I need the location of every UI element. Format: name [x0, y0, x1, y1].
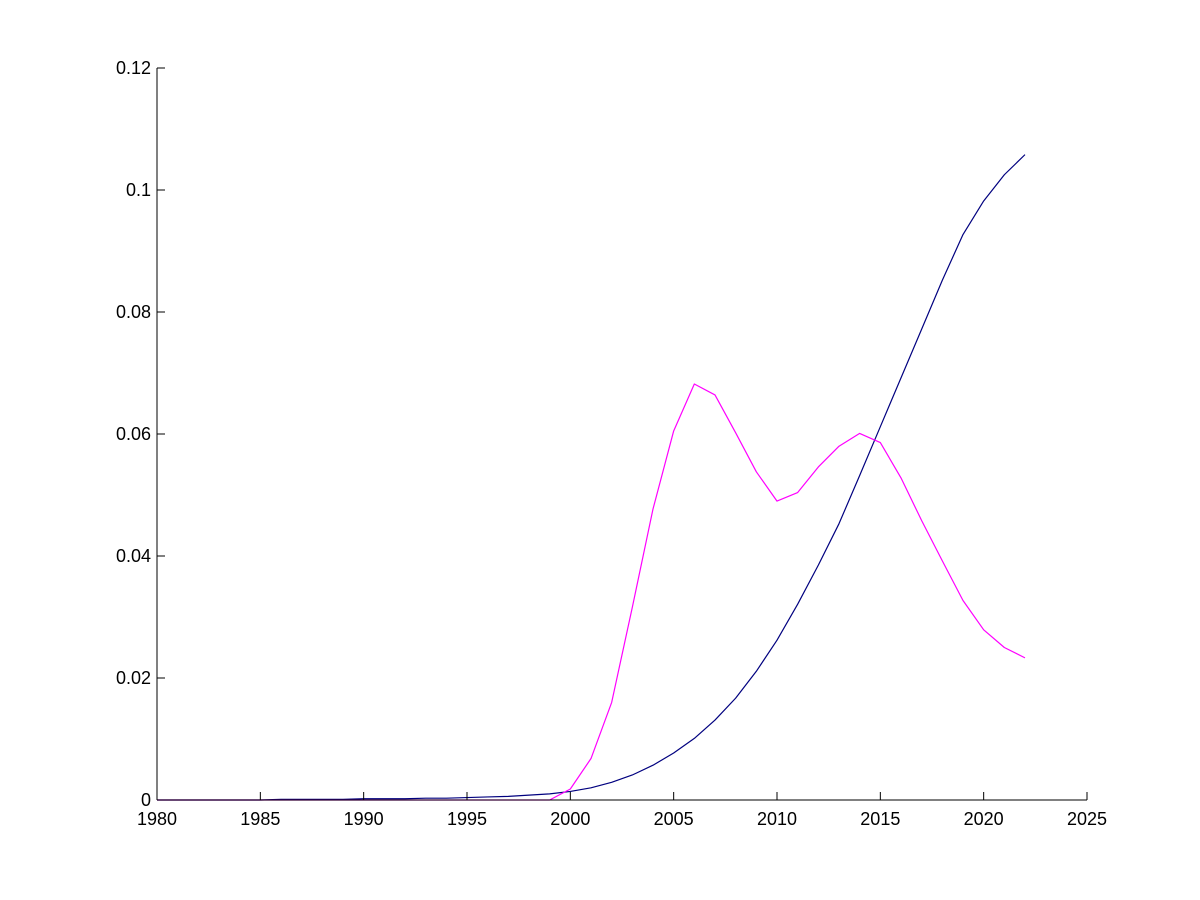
- series-line-1: [157, 154, 1026, 801]
- x-tick-label: 2015: [860, 809, 900, 829]
- axes-layer: 1980 1985 1990 1995 2000 2005 2010 2015 2020 2025…: [116, 58, 1107, 829]
- x-tick-label: 1980: [137, 809, 177, 829]
- x-tick-label: 1995: [447, 809, 487, 829]
- y-tick-label: 0.1: [126, 180, 151, 200]
- x-tick-label: 2000: [550, 809, 590, 829]
- series-line-2: [157, 383, 1026, 801]
- series-layer: [157, 154, 1026, 801]
- y-tick-label: 0: [141, 790, 151, 810]
- x-tick-label: 1985: [240, 809, 280, 829]
- y-tick-label: 0.06: [116, 424, 151, 444]
- y-tick-label: 0.04: [116, 546, 151, 566]
- x-tick-label: 1990: [344, 809, 384, 829]
- x-tick-label: 2020: [964, 809, 1004, 829]
- y-tick-label: 0.08: [116, 302, 151, 322]
- x-tick-label: 2010: [757, 809, 797, 829]
- y-tick-label: 0.02: [116, 668, 151, 688]
- x-tick-label: 2005: [654, 809, 694, 829]
- y-tick-label: 0.12: [116, 58, 151, 78]
- x-tick-label: 2025: [1067, 809, 1107, 829]
